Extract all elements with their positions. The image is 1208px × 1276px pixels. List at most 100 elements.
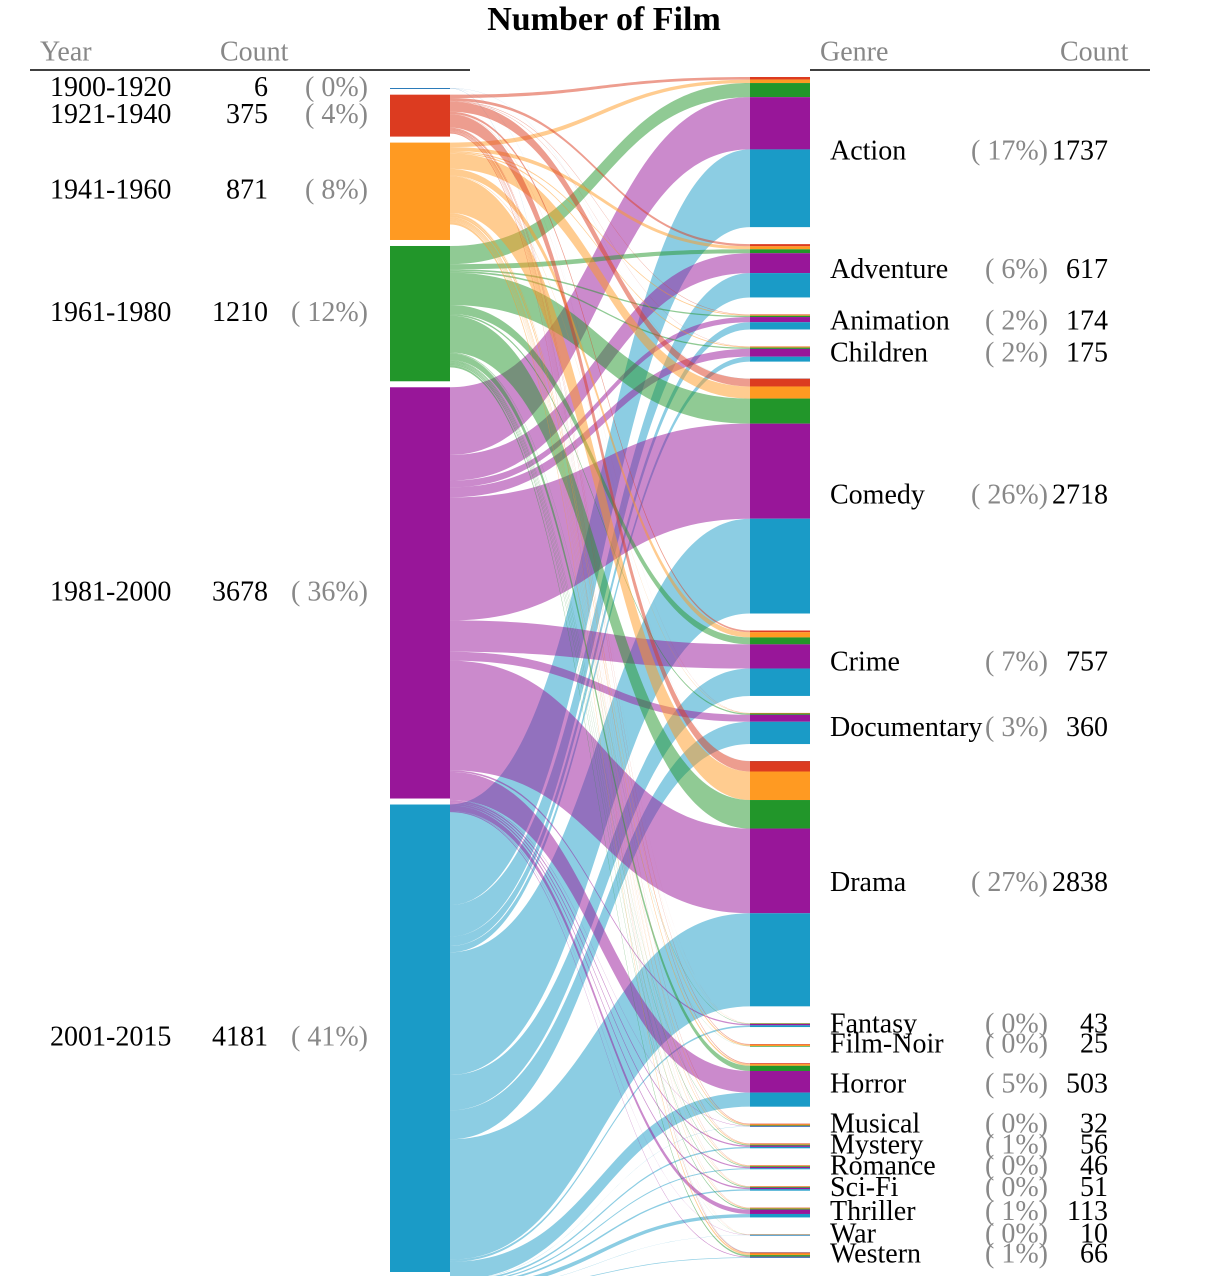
year-node [390, 94, 450, 137]
genre-segment [750, 253, 810, 274]
genre-label: Comedy [830, 479, 925, 510]
flow [450, 101, 750, 347]
genre-percent: ( 27%) [971, 867, 1048, 898]
genre-segment [750, 1064, 810, 1066]
flow [450, 220, 750, 1187]
genre-segment [750, 1063, 810, 1065]
genre-segment [750, 1255, 810, 1257]
genre-segment [750, 1209, 810, 1214]
genre-segment [750, 1143, 810, 1145]
genre-segment [750, 314, 810, 316]
genre-segment [750, 346, 810, 348]
year-percent: ( 4%) [305, 99, 368, 130]
genre-percent: ( 1%) [985, 1196, 1048, 1227]
flow [450, 799, 750, 1127]
genre-count: 503 [1066, 1068, 1108, 1099]
genre-segment [750, 1145, 810, 1147]
flow [450, 101, 750, 387]
flow [450, 810, 750, 1236]
flow [450, 353, 750, 1071]
genre-segment [750, 713, 810, 714]
left-header-count: Count [220, 36, 289, 67]
genre-count: 46 [1080, 1151, 1108, 1182]
genre-percent: ( 0%) [985, 1029, 1048, 1060]
genre-segment [750, 1044, 810, 1047]
genre-count: 175 [1066, 337, 1108, 368]
year-count: 3678 [212, 576, 268, 607]
flow [450, 803, 750, 1190]
genre-segment [750, 1186, 810, 1188]
right-header-count: Count [1060, 36, 1129, 67]
genre-label: Horror [830, 1068, 907, 1099]
year-node [390, 142, 450, 240]
year-count: 4181 [212, 1022, 268, 1053]
genre-label: Sci-Fi [830, 1172, 899, 1203]
flow [450, 83, 750, 265]
genre-label: Fantasy [830, 1009, 917, 1040]
genre-count: 113 [1067, 1196, 1108, 1227]
flow [450, 88, 750, 762]
genre-label: Musical [830, 1108, 920, 1139]
genre-segment [750, 1125, 810, 1127]
genre-segment [750, 1024, 810, 1026]
flow [450, 313, 750, 715]
genre-percent: ( 1%) [985, 1129, 1048, 1160]
genre-segment [750, 1165, 810, 1167]
genre-segment [750, 800, 810, 829]
flow [450, 147, 750, 250]
genre-segment [750, 97, 810, 150]
genre-percent: ( 6%) [985, 254, 1048, 285]
flow [450, 771, 750, 1093]
genre-segment [750, 1168, 810, 1170]
year-count: 375 [226, 99, 268, 130]
flow [450, 668, 750, 1111]
genre-label: Romance [830, 1151, 936, 1182]
year-percent: ( 36%) [291, 576, 368, 607]
genre-segment [750, 637, 810, 645]
genre-segment [750, 79, 810, 84]
flow [450, 168, 750, 638]
flow [450, 805, 750, 1214]
genre-segment [750, 273, 810, 298]
flow [450, 423, 750, 621]
genre-label: War [830, 1218, 877, 1249]
flow [450, 770, 750, 1026]
genre-segment [750, 1143, 810, 1145]
genre-percent: ( 3%) [985, 712, 1048, 743]
genre-segment [750, 1025, 810, 1028]
genre-percent: ( 0%) [985, 1009, 1048, 1040]
flow [450, 213, 750, 1047]
flow [450, 362, 750, 1188]
year-node [390, 387, 450, 799]
genre-segment [750, 913, 810, 1007]
flow [450, 100, 750, 315]
genre-segment [750, 1213, 810, 1218]
genre-label: Crime [830, 647, 900, 678]
genre-segment [750, 347, 810, 349]
genre-label: Adventure [830, 254, 948, 285]
year-label: 1961-1980 [50, 297, 171, 328]
flow [450, 253, 750, 481]
flow [450, 811, 750, 1258]
genre-count: 51 [1080, 1172, 1108, 1203]
genre-label: Animation [830, 305, 950, 336]
flow [450, 222, 750, 1256]
flow [450, 79, 750, 148]
genre-segment [750, 1165, 810, 1166]
year-node [390, 804, 450, 1272]
year-label: 1941-1960 [50, 175, 171, 206]
flow [450, 98, 750, 247]
genre-percent: ( 5%) [985, 1068, 1048, 1099]
genre-segment [750, 1124, 810, 1126]
genre-segment [750, 713, 810, 715]
genre-segment [750, 1166, 810, 1168]
genre-label: Drama [830, 867, 907, 898]
genre-percent: ( 2%) [985, 305, 1048, 336]
year-percent: ( 12%) [291, 297, 368, 328]
flow [450, 132, 750, 1254]
year-node [390, 245, 450, 382]
left-header-label: Year [40, 36, 92, 67]
genre-segment [750, 721, 810, 745]
